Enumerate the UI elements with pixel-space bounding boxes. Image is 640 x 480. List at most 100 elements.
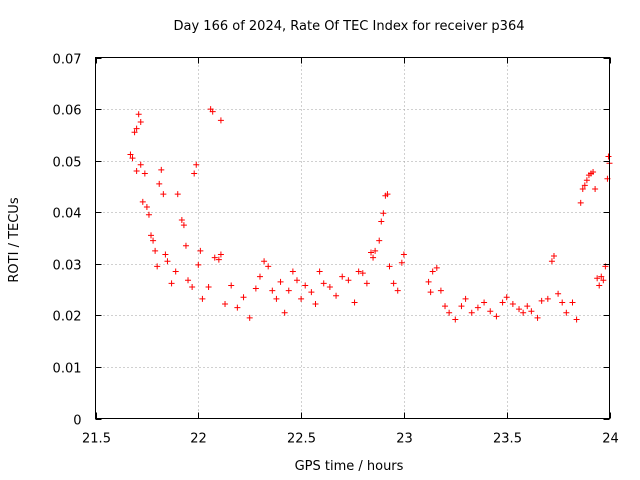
data-point [359, 270, 366, 277]
y-tick-label: 0.06 [53, 104, 82, 119]
data-point [293, 277, 300, 284]
y-tick-label: 0 [73, 414, 81, 429]
data-point [195, 261, 202, 268]
data-point [211, 254, 218, 261]
data-point [185, 277, 192, 284]
data-point [499, 299, 506, 306]
y-tick-label: 0.04 [53, 207, 82, 222]
data-point [273, 295, 280, 302]
data-point [355, 268, 362, 275]
data-point [256, 273, 263, 280]
data-point [133, 167, 140, 174]
data-point [182, 242, 189, 249]
data-point [131, 129, 138, 136]
data-point [197, 247, 204, 254]
x-tick-label: 21.5 [82, 432, 111, 447]
data-point [143, 204, 150, 211]
data-point [129, 155, 136, 162]
data-point [592, 186, 599, 193]
data-point [538, 297, 545, 304]
data-point [425, 278, 432, 285]
data-point [400, 251, 407, 258]
data-point [605, 153, 612, 160]
data-point [524, 303, 531, 310]
data-point [594, 275, 601, 282]
data-point [150, 237, 157, 244]
y-axis-label: ROTI / TECUs [7, 197, 22, 282]
x-tick-labels: 21.5 22 22.5 23 23.5 24 [82, 432, 619, 447]
data-point [158, 166, 165, 173]
data-point [261, 258, 268, 265]
data-point [137, 161, 144, 168]
data-point [581, 182, 588, 189]
data-point [462, 295, 469, 302]
data-point [596, 282, 603, 289]
data-point [378, 218, 385, 225]
data-point [222, 301, 229, 308]
data-point [148, 232, 155, 239]
data-point [437, 287, 444, 294]
data-point [503, 294, 510, 301]
data-point [145, 211, 152, 218]
x-tick-label: 23 [396, 432, 413, 447]
data-point [433, 264, 440, 271]
data-point [217, 251, 224, 258]
data-point [429, 268, 436, 275]
data-point [598, 273, 605, 280]
data-point [199, 295, 206, 302]
plot-frame [95, 57, 610, 419]
data-point [590, 168, 597, 175]
data-point [386, 263, 393, 270]
data-point [180, 222, 187, 229]
data-point [487, 308, 494, 315]
y-tick-labels: 0 0.01 0.02 0.03 0.04 0.05 0.06 0.07 [53, 53, 82, 429]
data-point [509, 301, 516, 308]
data-point [234, 304, 241, 311]
data-points [127, 106, 613, 323]
data-point [312, 301, 319, 308]
data-point [137, 118, 144, 125]
data-point [528, 308, 535, 315]
data-point [174, 191, 181, 198]
data-point [384, 191, 391, 198]
data-point [394, 287, 401, 294]
data-point [298, 295, 305, 302]
data-point [289, 268, 296, 275]
data-point [308, 289, 315, 296]
data-point [458, 303, 465, 310]
data-point [583, 177, 590, 184]
y-tick-label: 0.02 [53, 310, 82, 325]
data-point [520, 309, 527, 316]
data-point [398, 259, 405, 266]
data-point [569, 299, 576, 306]
x-tick-label: 23.5 [493, 432, 522, 447]
data-point [135, 111, 142, 118]
y-tick-label: 0.07 [53, 53, 82, 68]
data-point [156, 180, 163, 187]
data-point [217, 117, 224, 124]
data-point [133, 125, 140, 132]
data-point [468, 309, 475, 316]
data-point [141, 170, 148, 177]
data-point [548, 258, 555, 265]
data-point [544, 295, 551, 302]
data-point [191, 170, 198, 177]
data-point [339, 273, 346, 280]
data-point [333, 292, 340, 299]
data-point [172, 268, 179, 275]
data-point [326, 283, 333, 290]
data-point [127, 151, 134, 158]
data-point [368, 249, 375, 256]
data-point [390, 280, 397, 287]
data-point [205, 283, 212, 290]
data-point [481, 299, 488, 306]
data-point [178, 216, 185, 223]
data-point [452, 316, 459, 323]
data-point [252, 285, 259, 292]
data-point [345, 277, 352, 284]
data-point [563, 309, 570, 316]
y-tick-label: 0.05 [53, 156, 82, 171]
data-point [154, 263, 161, 270]
data-point [559, 299, 566, 306]
